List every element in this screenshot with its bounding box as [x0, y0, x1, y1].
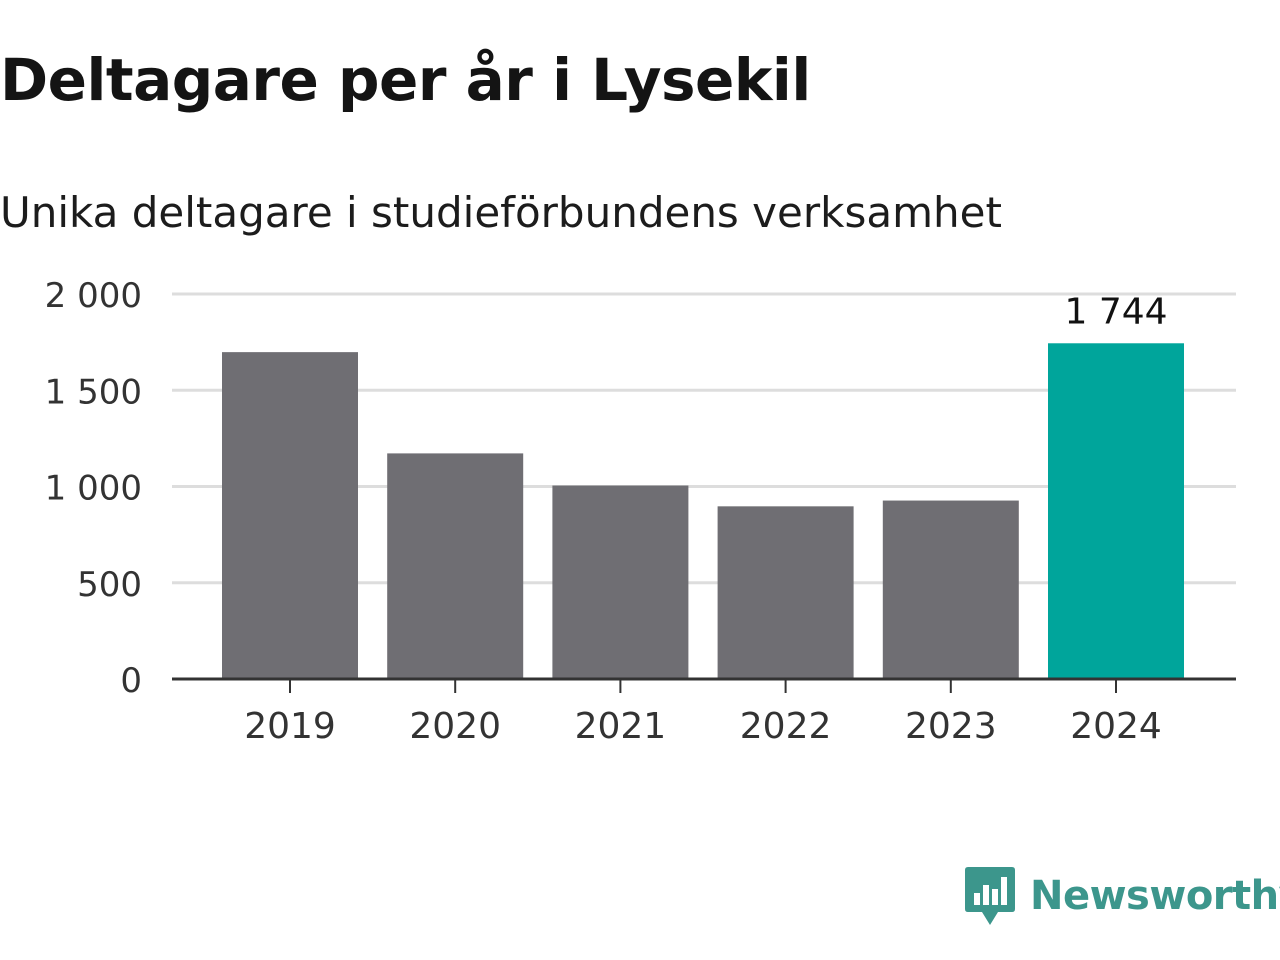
y-tick-label: 500 [77, 565, 142, 605]
y-tick-label: 0 [120, 661, 142, 701]
x-tick-label: 2021 [575, 706, 667, 747]
brand-name: Newsworthy [1030, 873, 1280, 919]
x-tick-label: 2024 [1070, 706, 1162, 747]
newsworthy-logo: Newsworthy [964, 864, 1280, 928]
bar [552, 485, 689, 679]
x-tick-label: 2022 [740, 706, 832, 747]
data-label: 1 744 [1064, 291, 1167, 332]
bar [1048, 343, 1184, 679]
bar [222, 352, 358, 679]
bar [387, 453, 524, 679]
x-tick-label: 2020 [409, 706, 501, 747]
bar [717, 506, 854, 679]
y-tick-label: 1 500 [45, 372, 142, 412]
bar-chart-speech-bubble-icon [965, 867, 1015, 925]
chart-title: Deltagare per år i Lysekil [0, 46, 811, 114]
y-tick-label: 2 000 [45, 276, 142, 316]
x-tick-label: 2019 [244, 706, 336, 747]
y-tick-label: 1 000 [45, 469, 142, 509]
x-tick-label: 2023 [905, 706, 997, 747]
bar [882, 500, 1019, 679]
chart-subtitle: Unika deltagare i studieförbundens verks… [0, 188, 1002, 237]
